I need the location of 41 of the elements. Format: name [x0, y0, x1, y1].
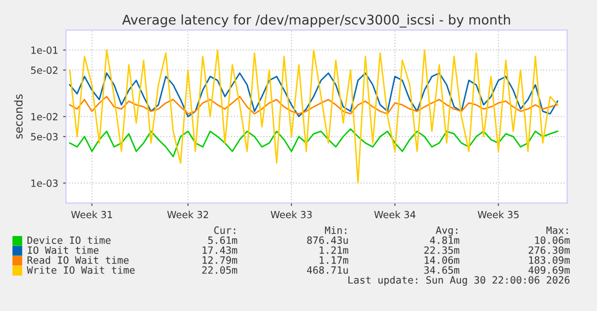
text: 14.06m	[424, 256, 460, 264]
line-series	[69, 128, 558, 158]
text: Last update: Sun Aug 30 22:00:06 2026	[348, 276, 570, 286]
x-tick-label: Week 33	[270, 210, 312, 218]
x-tick-label: Week 35	[478, 210, 519, 218]
line-series	[69, 96, 558, 114]
y-tick-label: 1e-03	[31, 180, 58, 187]
text: Min:	[324, 226, 346, 234]
text: 468.71u	[307, 266, 348, 274]
legend-label: Device IO time	[28, 236, 111, 244]
x-tick-label: Week 34	[374, 210, 416, 218]
text: 183.09m	[529, 256, 570, 264]
text: 1.21m	[320, 246, 348, 254]
text: Avg:	[436, 226, 458, 236]
y-tick-label: 1e-02	[31, 113, 58, 120]
legend-label: Read IO Wait time	[28, 256, 129, 264]
line-series	[69, 72, 558, 118]
x-tick-label: Week 32	[167, 210, 208, 218]
text: 276.30m	[528, 246, 570, 254]
x-tick-label: Week 31	[71, 210, 112, 218]
legend-label: Write IO Wait time	[26, 266, 135, 274]
text: Max:	[546, 226, 568, 234]
text: 34.65m	[424, 266, 460, 274]
y-tick-label: 5e-02	[31, 66, 58, 74]
text: Cur:	[214, 226, 236, 234]
text: 17.43m	[202, 246, 238, 254]
text: 1.17m	[320, 256, 348, 264]
text: 409.69m	[528, 266, 570, 274]
text: 22.05m	[202, 266, 238, 274]
y-axis-title: seconds	[14, 94, 23, 139]
text: 22.35m	[424, 246, 460, 254]
text: 10.06m	[535, 236, 570, 244]
text: 876.43u	[307, 236, 348, 244]
text: 12.79m	[202, 256, 238, 264]
legend-label: IO Wait time	[28, 246, 99, 254]
y-tick-label: 1e-01	[31, 46, 58, 54]
text: 4.81m	[430, 236, 460, 244]
text: 5.61m	[208, 236, 238, 244]
y-tick-label: 5e-03	[31, 133, 58, 140]
line-series	[69, 49, 558, 184]
chart-title: Average latency for /dev/mapper/scv3000_iscsi - by month	[122, 14, 510, 28]
